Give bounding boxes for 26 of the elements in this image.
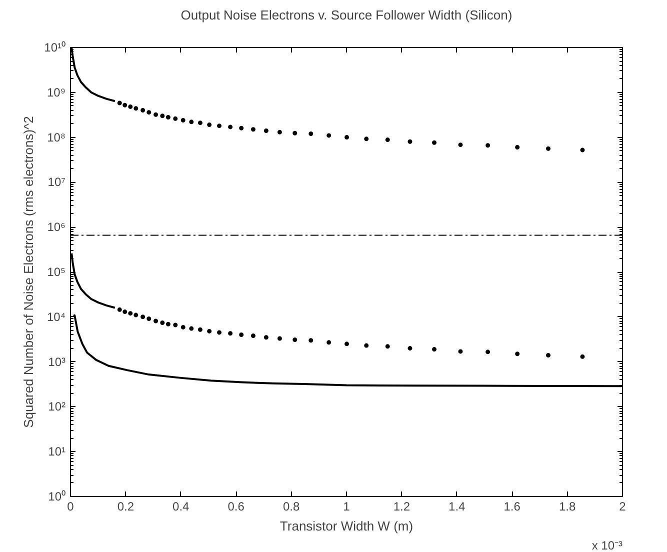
x-tick-label: 2 xyxy=(619,500,626,514)
y-tick-label: 10⁰ xyxy=(48,490,66,504)
x-tick-label: 1 xyxy=(343,500,350,514)
y-tick-label: 10⁷ xyxy=(48,175,66,190)
y-tick-label: 10¹ xyxy=(48,444,66,459)
x-tick-label: 0.2 xyxy=(117,500,134,514)
x-tick-label: 0 xyxy=(67,500,74,514)
chart-title: Output Noise Electrons v. Source Follower Width (Silicon) xyxy=(180,8,512,22)
text: x 10⁻³ xyxy=(592,538,623,552)
y-tick-label: 10⁶ xyxy=(47,220,66,234)
y-axis-title: Squared Number of Noise Electrons (rms electrons)^2 xyxy=(21,116,36,428)
y-tick-label: 10³ xyxy=(48,354,66,369)
x-tick-label: 0.4 xyxy=(172,500,190,514)
y-tick-label: 10⁵ xyxy=(47,265,66,279)
x-axis-title: Transistor Width W (m) xyxy=(280,518,414,534)
y-tick-label: 10¹⁰ xyxy=(44,40,66,54)
y-tick-label: 10⁹ xyxy=(47,85,66,100)
x-tick-label: 0.6 xyxy=(228,500,245,514)
x-tick-label: 1.6 xyxy=(504,500,521,514)
x-tick-label: 0.8 xyxy=(282,500,300,514)
y-tick-label: 10² xyxy=(48,400,66,414)
x-tick-label: 1.4 xyxy=(448,500,466,514)
y-tick-label: 10⁴ xyxy=(46,310,66,324)
y-tick-label: 10⁸ xyxy=(47,130,66,144)
x-tick-label: 1.8 xyxy=(558,500,576,514)
x-tick-label: 1.2 xyxy=(393,500,410,514)
